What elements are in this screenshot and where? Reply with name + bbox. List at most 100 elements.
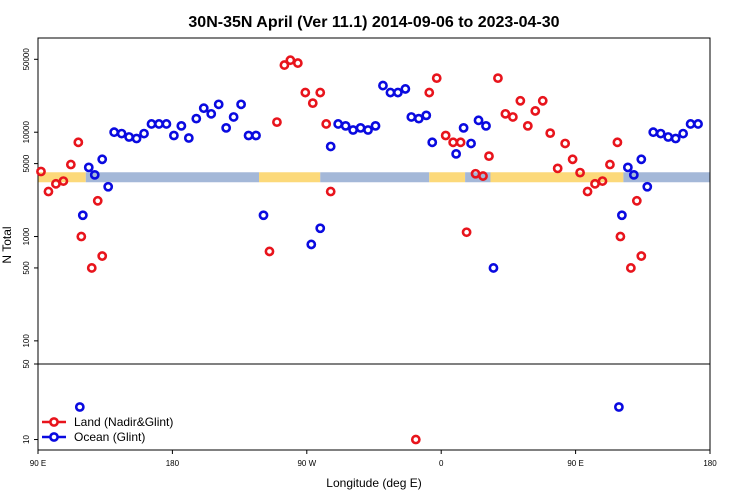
land-point-32 — [515, 95, 526, 106]
ocean-point-14 — [176, 120, 187, 131]
ocean-point-17 — [198, 103, 209, 114]
land-point-7 — [86, 263, 97, 273]
ocean-point-0 — [77, 210, 88, 221]
land-mask-ocean-3 — [320, 172, 430, 183]
ocean-point-42 — [427, 137, 438, 148]
ocean-point-38 — [400, 84, 411, 94]
land-point-46 — [615, 231, 626, 242]
ocean-point-26 — [306, 239, 317, 250]
ocean-point-8 — [131, 133, 142, 144]
ocean-point-6 — [116, 128, 127, 139]
land-point-20 — [424, 87, 435, 98]
legend-ocean-marker — [49, 432, 59, 442]
x-axis-label: Longitude (deg E) — [326, 476, 421, 490]
ocean-point-34 — [370, 120, 381, 131]
ocean-point-18 — [206, 108, 217, 119]
x-axis-ticks: 90 E 180 90 W 0 90 E 180 — [30, 450, 717, 468]
ocean-point-45 — [466, 138, 476, 149]
ocean-point-43 — [451, 148, 462, 159]
ocean-point-57 — [670, 133, 681, 144]
legend-ocean-label: Ocean (Glint) — [74, 430, 145, 444]
ocean-point-10 — [146, 119, 157, 129]
y-tick-label-upper-0: 50000 — [22, 48, 31, 71]
land-point-12 — [279, 60, 290, 70]
land-point-9 — [97, 251, 108, 261]
ocean-point-23 — [243, 130, 254, 141]
lower-panel-frame — [37, 363, 711, 451]
land-point-33 — [522, 120, 533, 131]
x-tick-label-4: 90 E — [567, 459, 583, 468]
ocean-point-13 — [168, 130, 179, 141]
ocean-point-31 — [348, 125, 358, 135]
ocean-point-49 — [616, 210, 627, 221]
y-tick-label-upper-2: 5000 — [22, 154, 31, 172]
land-mask-land-2 — [259, 172, 321, 183]
y-axis-label: N Total — [0, 226, 14, 263]
land-point-19 — [325, 186, 336, 197]
ocean-point-41 — [421, 110, 432, 121]
land-point-38 — [560, 138, 571, 149]
land-point-0 — [36, 166, 46, 177]
land-point-16 — [307, 98, 318, 109]
y-tick-label-upper-4: 500 — [22, 261, 31, 275]
ocean-point-53 — [642, 181, 653, 192]
ocean-point-62 — [614, 402, 624, 412]
ocean-point-11 — [154, 119, 164, 129]
ocean-point-44 — [458, 122, 469, 133]
land-point-49 — [636, 251, 647, 261]
land-point-25 — [461, 227, 472, 238]
land-point-17 — [315, 87, 326, 98]
ocean-point-15 — [183, 133, 194, 143]
ocean-point-40 — [413, 113, 424, 124]
ocean-point-7 — [124, 132, 134, 142]
ocean-point-60 — [693, 119, 703, 129]
legend-box — [39, 412, 189, 448]
ocean-point-35 — [378, 80, 388, 91]
ocean-point-32 — [355, 122, 366, 133]
y-axis-lower-ticks: 50 10 — [22, 359, 38, 444]
x-tick-label-1: 180 — [166, 459, 180, 468]
ocean-point-59 — [685, 119, 696, 129]
y-axis-upper-ticks: 50000 10000 5000 1000 500 100 — [22, 48, 38, 348]
legend-land-marker — [49, 417, 59, 427]
ocean-point-27 — [315, 223, 326, 234]
x-tick-label-3: 0 — [439, 459, 444, 468]
land-point-23 — [448, 137, 459, 148]
upper-panel-frame — [37, 37, 711, 365]
ocean-point-20 — [221, 122, 232, 133]
legend-item-ocean: Ocean (Glint) — [42, 430, 145, 444]
land-mask-land-4 — [429, 172, 466, 183]
ocean-point-3 — [97, 154, 108, 165]
land-point-27 — [478, 171, 488, 181]
y-tick-label-upper-3: 1000 — [22, 227, 31, 245]
land-point-28 — [484, 151, 494, 162]
land-point-41 — [582, 186, 593, 197]
y-tick-label-upper-1: 10000 — [22, 121, 31, 144]
land-point-29 — [493, 73, 503, 84]
ocean-point-50 — [622, 162, 633, 173]
land-point-22 — [440, 130, 451, 141]
ocean-point-16 — [191, 113, 202, 124]
land-point-5 — [73, 137, 84, 148]
x-tick-label-2: 90 W — [297, 459, 316, 468]
land-point-40 — [575, 167, 585, 178]
upper-panel — [37, 37, 711, 365]
y-tick-label-lower-1: 10 — [22, 435, 31, 444]
ocean-point-5 — [109, 127, 120, 138]
land-point-30 — [500, 108, 511, 119]
ocean-point-24 — [251, 130, 261, 141]
legend-land-label: Land (Nadir&Glint) — [74, 415, 173, 429]
ocean-point-36 — [385, 87, 396, 98]
ocean-point-55 — [655, 128, 666, 139]
ocean-point-58 — [678, 128, 689, 139]
ocean-point-21 — [228, 112, 239, 122]
land-point-21 — [431, 73, 442, 84]
ocean-point-4 — [103, 181, 114, 192]
land-point-43 — [597, 176, 608, 186]
y-tick-label-upper-5: 100 — [22, 334, 31, 348]
land-point-31 — [507, 112, 518, 122]
land-point-8 — [92, 195, 103, 206]
land-point-10 — [264, 246, 275, 257]
ocean-point-46 — [473, 115, 484, 126]
